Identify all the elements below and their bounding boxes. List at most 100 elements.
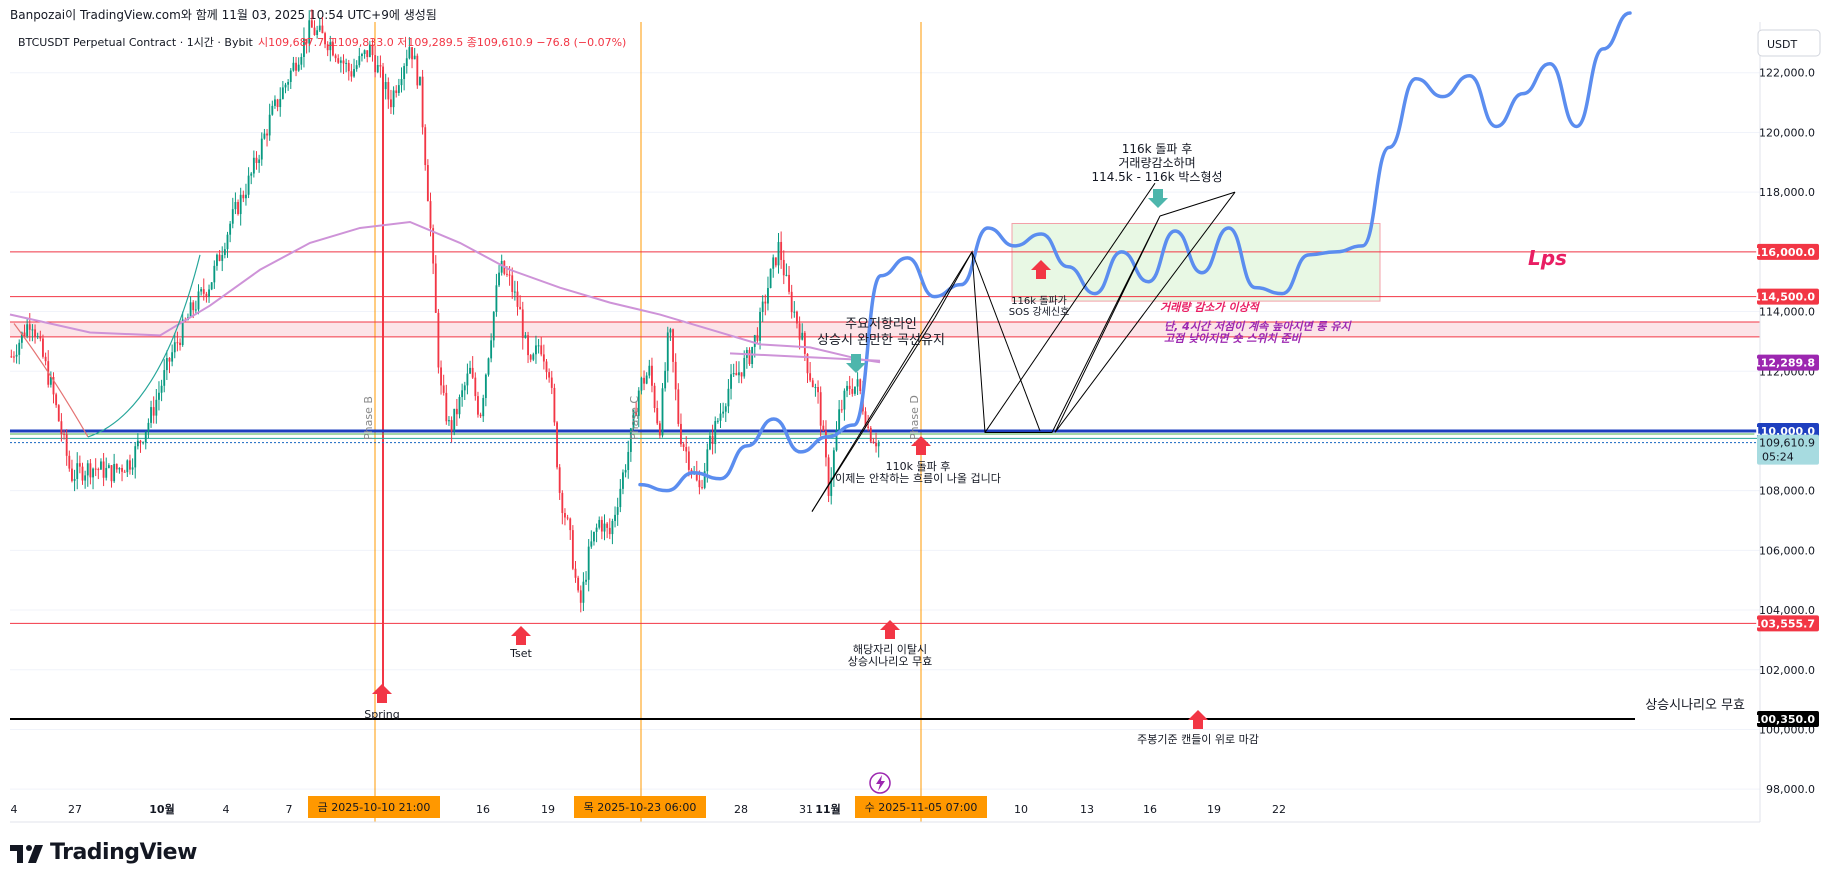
y-tick-label: 114,000.0 — [1759, 306, 1815, 319]
candle-body — [527, 335, 529, 356]
candle-body — [732, 372, 735, 375]
countdown-text: 05:24 — [1762, 451, 1794, 464]
currency-label: USDT — [1767, 38, 1798, 51]
candle-body — [772, 257, 775, 269]
candle-body — [777, 241, 780, 266]
x-tick-label: 16 — [476, 803, 490, 816]
annotation-layer: Phase B Phase C Phase D Lps 116k 돌파 후거래량감소하며… — [18, 36, 1745, 746]
candle-body — [614, 514, 616, 521]
weekly-note: 주봉기준 캔들이 위로 마감 — [1137, 733, 1259, 746]
candle-body — [851, 388, 854, 394]
candle-body — [774, 257, 777, 266]
candle-body — [60, 421, 63, 434]
candle-body — [701, 487, 703, 489]
candle-body — [252, 157, 255, 174]
candle-body — [223, 249, 226, 256]
candle-body — [258, 159, 261, 163]
price-label-text: 112,289.8 — [1753, 357, 1815, 370]
candle-body — [411, 47, 413, 60]
candle-body — [13, 356, 15, 358]
candle-body — [231, 209, 234, 224]
candle-body — [363, 50, 366, 55]
candle-body — [653, 385, 656, 409]
date-badge-text: 수 2025-11-05 07:00 — [865, 801, 978, 814]
candle-body — [869, 427, 872, 442]
candle-body — [92, 468, 94, 478]
candle-body — [848, 385, 851, 389]
candle-body — [268, 114, 271, 136]
candle-body — [574, 568, 577, 578]
candle-body — [608, 527, 611, 535]
candle-body — [350, 71, 353, 77]
candle-body — [513, 291, 516, 293]
candle-body — [15, 354, 18, 357]
candle-body — [442, 385, 445, 393]
candle-body — [247, 175, 250, 195]
tradingview-logo[interactable]: TradingView — [10, 840, 197, 865]
candle-body — [495, 285, 498, 312]
price-label-text: 103,555.7 — [1753, 617, 1815, 630]
candle-body — [147, 422, 150, 432]
candle-body — [20, 332, 23, 343]
candle-body — [136, 440, 139, 447]
price-label-badge — [1757, 288, 1819, 305]
candle-body — [764, 301, 767, 304]
candle-body — [179, 342, 181, 346]
x-tick-label: 31 — [799, 803, 813, 816]
candle-body — [129, 460, 131, 470]
phase-label: Phase C — [628, 396, 641, 440]
candle-body — [324, 33, 326, 45]
candle-body — [542, 354, 545, 362]
candle-body — [727, 388, 730, 407]
candle-body — [461, 390, 464, 398]
candle-body — [643, 377, 645, 384]
candle-body — [508, 274, 511, 276]
candle-body — [65, 434, 68, 456]
tradingview-logo-icon — [10, 844, 43, 863]
candle-body — [487, 358, 490, 375]
volume-note: 거래량 감소가 이상적 — [1160, 301, 1261, 314]
candle-body — [682, 444, 685, 447]
up-arrow-icon — [1031, 260, 1051, 279]
candle-body — [94, 468, 97, 470]
candle-body — [606, 523, 609, 528]
candle-body — [806, 353, 809, 374]
candle-body — [200, 289, 203, 292]
currency-button[interactable] — [1757, 29, 1821, 57]
forecast-path — [638, 11, 1632, 493]
candle-body — [316, 30, 319, 36]
x-tick-label: 7 — [286, 803, 293, 816]
candle-body — [859, 379, 862, 391]
candle-body — [390, 99, 392, 108]
candle-body — [558, 467, 561, 493]
channel-line — [934, 251, 973, 318]
candle-body — [139, 440, 142, 443]
candle-body — [629, 428, 632, 452]
candle-body — [181, 319, 184, 346]
candle-body — [289, 70, 292, 82]
candle-body — [342, 60, 345, 64]
candle-body — [89, 463, 92, 478]
x-tick-label: 19 — [541, 803, 555, 816]
candle-body — [669, 329, 672, 333]
axes-layer: USDT98,000.0100,000.0102,000.0104,000.01… — [10, 22, 1821, 823]
candle-body — [714, 421, 717, 445]
candle-body — [698, 480, 701, 488]
candle-body — [292, 62, 295, 71]
candle-body — [666, 332, 669, 371]
candle-body — [213, 265, 216, 283]
candle-body — [463, 385, 466, 391]
up-arrow-icon — [880, 620, 900, 639]
candle-body — [521, 309, 524, 338]
candle-body — [740, 372, 743, 377]
price-label-badge — [1757, 711, 1819, 728]
up-arrow-icon — [1188, 710, 1208, 729]
x-tick-label: 16 — [1143, 803, 1157, 816]
candle-body — [819, 392, 822, 426]
candle-body — [118, 467, 121, 470]
candle-body — [332, 42, 334, 56]
candle-body — [490, 340, 493, 359]
candle-body — [767, 287, 769, 304]
candle-body — [266, 133, 268, 136]
